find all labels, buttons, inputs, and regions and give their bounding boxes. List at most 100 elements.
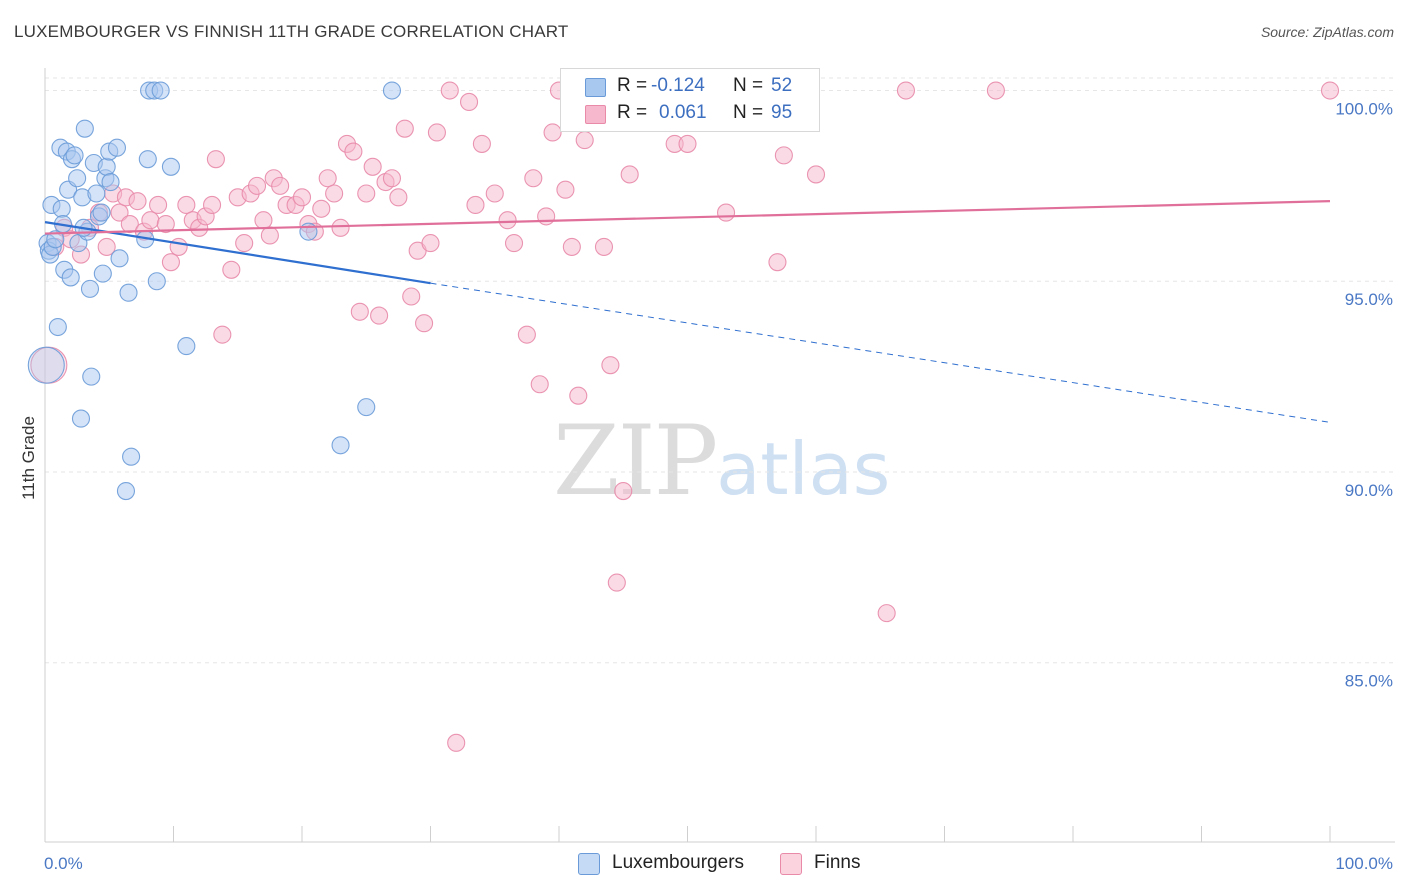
luxembourgers-point (177, 337, 196, 356)
luxembourgers-point (161, 157, 180, 176)
source-label: Source: ZipAtlas.com (1260, 24, 1394, 40)
legend-swatch-pink (780, 853, 802, 875)
finns-point (498, 211, 517, 230)
legend-n-label: N = (733, 75, 764, 96)
watermark-atlas: atlas (716, 427, 891, 511)
finns-point (292, 188, 312, 207)
luxembourgers-point (93, 264, 112, 283)
luxembourgers-point (80, 279, 100, 298)
chart-title: LUXEMBOURGER VS FINNISH 11TH GRADE CORRE… (14, 22, 569, 41)
finns-point (678, 134, 697, 153)
legend-swatch-pink (585, 105, 606, 124)
finns-point (235, 234, 254, 253)
legend-n-label: N = (733, 102, 764, 123)
finns-point (110, 203, 129, 222)
y-axis-label: 11th Grade (19, 416, 38, 500)
finns-point (504, 234, 524, 253)
finns-point (447, 733, 466, 752)
finns-point (344, 142, 363, 161)
luxembourgers-point (82, 367, 101, 386)
finns-point (472, 134, 491, 153)
legend-n-value: 52 (771, 75, 793, 96)
finns-point (312, 199, 331, 218)
finns-point (382, 169, 402, 188)
luxembourgers-trend-extension (430, 282, 1331, 423)
finns-point (350, 302, 369, 321)
finns-point (620, 165, 639, 184)
correlation-legend: R = -0.124 N = 52 R = 0.061 N = 95 (560, 68, 820, 132)
finns-point (986, 81, 1005, 100)
finns-point (569, 386, 588, 405)
finns-point (466, 195, 485, 215)
finns-point (161, 253, 180, 272)
finns-point (415, 314, 434, 333)
finns-point (716, 203, 736, 222)
finns-point (575, 131, 594, 150)
finns-point (459, 92, 479, 112)
finns-point (141, 211, 160, 230)
luxembourgers-point (138, 150, 157, 169)
x-tick-label: 0.0% (44, 854, 83, 873)
luxembourgers-point (147, 272, 166, 291)
finns-point (485, 184, 504, 203)
finns-point (149, 195, 168, 215)
finns-point (203, 195, 222, 215)
x-tick-label: 100.0% (1335, 854, 1393, 873)
finns-point (562, 237, 581, 256)
finns-point (768, 253, 787, 272)
luxembourgers-point (52, 199, 71, 218)
finns-point (363, 157, 382, 176)
finns-point (271, 176, 290, 195)
finns-point (370, 306, 389, 325)
luxembourgers-point (122, 447, 141, 466)
finns-point (594, 237, 614, 256)
luxembourgers-point (92, 203, 111, 222)
finns-point (128, 192, 147, 211)
finns-point (421, 234, 440, 253)
finns-point (524, 169, 543, 188)
finns-point (357, 184, 376, 203)
luxembourgers-point (110, 249, 129, 268)
finns-point (120, 214, 139, 234)
finns-point (222, 260, 241, 279)
finns-point (325, 184, 344, 203)
luxembourgers-point (382, 81, 402, 100)
finns-points (30, 81, 1340, 752)
finns-point (614, 482, 633, 501)
luxembourgers-points (27, 81, 402, 501)
legend-label-finns: Finns (814, 852, 861, 873)
y-tick-label: 90.0% (1345, 481, 1393, 500)
axes (44, 68, 1395, 843)
luxembourgers-point (75, 119, 94, 138)
watermark-zip: ZIP (553, 405, 718, 517)
finns-point (543, 123, 562, 142)
legend-r-label: R = (617, 102, 648, 123)
luxembourgers-point (97, 157, 116, 176)
luxembourgers-point (116, 482, 136, 501)
y-tick-label: 95.0% (1345, 290, 1393, 309)
tick-labels: 100.0% 95.0% 90.0% 85.0% 0.0% 100.0% (44, 100, 1393, 873)
luxembourgers-point (46, 230, 65, 249)
finns-point (389, 188, 408, 207)
finns-point (774, 146, 793, 165)
finns-point (427, 123, 446, 142)
finns-point (156, 214, 175, 234)
legend-swatch-blue (585, 78, 606, 97)
finns-point (517, 325, 536, 344)
finns-point (97, 237, 116, 256)
legend-n-value: 95 (771, 102, 793, 123)
luxembourgers-point (119, 283, 138, 302)
finns-point (260, 226, 279, 245)
luxembourgers-point (87, 184, 106, 203)
luxembourgers-point (61, 268, 80, 287)
y-tick-label: 100.0% (1335, 100, 1393, 119)
finns-point (537, 207, 556, 226)
finns-point (806, 165, 826, 184)
luxembourgers-point (71, 409, 91, 428)
finns-point (213, 325, 232, 344)
legend-label-luxembourgers: Luxembourgers (612, 852, 745, 873)
finns-point (254, 211, 273, 230)
finns-point (1320, 81, 1340, 100)
luxembourgers-point (65, 146, 84, 165)
